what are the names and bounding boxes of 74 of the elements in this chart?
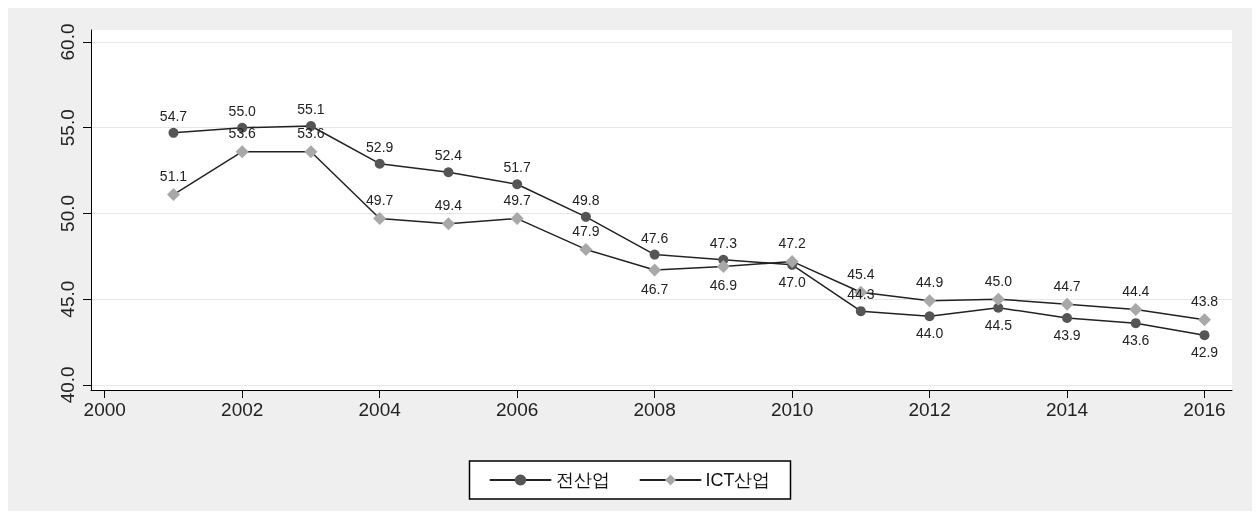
data-label: 44.4 — [1122, 282, 1150, 299]
point — [716, 260, 730, 274]
data-label: 49.4 — [434, 197, 463, 214]
x-tick-label: 2010 — [770, 399, 814, 420]
y-tick-label: 45.0 — [57, 280, 78, 318]
data-label: 45.4 — [847, 265, 875, 282]
data-label: 49.7 — [366, 192, 394, 209]
point — [1060, 297, 1074, 311]
data-label: 44.5 — [984, 316, 1013, 333]
point — [855, 306, 866, 317]
point — [1199, 330, 1210, 341]
point — [512, 179, 523, 190]
data-label: 53.6 — [297, 125, 325, 142]
data-label: 55.1 — [297, 101, 325, 117]
point — [1129, 302, 1143, 316]
data-label: 54.7 — [159, 107, 188, 124]
x-tick-label: 2002 — [221, 399, 264, 420]
point — [924, 311, 935, 322]
y-tick-label: 40.0 — [57, 366, 78, 404]
x-tick-label: 2016 — [1183, 399, 1226, 420]
data-label: 49.8 — [572, 191, 600, 208]
point — [235, 145, 249, 159]
data-label: 47.9 — [572, 222, 600, 239]
data-label: 45.0 — [984, 272, 1013, 289]
x-tick-label: 2000 — [83, 399, 126, 420]
y-tick-label: 55.0 — [57, 109, 78, 147]
point — [785, 254, 799, 268]
data-label: 42.9 — [1190, 344, 1219, 361]
data-label: 46.9 — [709, 277, 738, 294]
point — [649, 249, 660, 260]
point — [1198, 313, 1212, 327]
point — [443, 167, 454, 178]
y-tick-label: 50.0 — [57, 194, 78, 232]
data-label: 43.6 — [1122, 332, 1150, 349]
data-label: 46.7 — [641, 280, 669, 297]
data-label: 44.7 — [1053, 277, 1081, 294]
data-label: 44.3 — [847, 286, 875, 303]
point — [1062, 313, 1073, 323]
data-label: 44.0 — [915, 325, 944, 342]
point — [166, 188, 180, 202]
point — [579, 242, 593, 256]
point — [510, 212, 524, 226]
data-label: 52.9 — [366, 138, 394, 155]
data-label: 47.0 — [778, 273, 806, 290]
legend-label: ICT산업 — [705, 470, 771, 490]
point — [374, 158, 385, 169]
point — [993, 302, 1004, 313]
point — [991, 292, 1005, 306]
y-tick-label: 60.0 — [57, 23, 78, 61]
point — [1130, 318, 1141, 329]
x-tick-label: 2004 — [358, 399, 402, 420]
point — [648, 263, 662, 277]
point — [923, 294, 937, 308]
data-label: 49.7 — [503, 192, 531, 209]
point — [304, 145, 318, 159]
x-tick-label: 2014 — [1045, 399, 1089, 420]
data-label: 47.2 — [778, 234, 806, 251]
data-label: 51.7 — [503, 159, 531, 176]
legend-label: 전산업 — [555, 470, 610, 490]
point — [168, 127, 179, 138]
data-label: 47.6 — [641, 229, 669, 246]
data-label: 43.8 — [1190, 293, 1219, 310]
x-tick-label: 2006 — [496, 399, 539, 420]
data-label: 44.9 — [915, 274, 944, 291]
data-label: 43.9 — [1053, 327, 1081, 343]
point — [580, 211, 591, 222]
point — [441, 217, 455, 231]
point — [373, 212, 387, 226]
data-label: 51.1 — [159, 168, 188, 185]
data-label: 47.3 — [709, 234, 738, 251]
x-tick-label: 2012 — [908, 399, 951, 420]
data-label: 55.0 — [228, 102, 257, 119]
x-tick-label: 2008 — [633, 399, 676, 420]
data-label: 52.4 — [434, 147, 463, 164]
